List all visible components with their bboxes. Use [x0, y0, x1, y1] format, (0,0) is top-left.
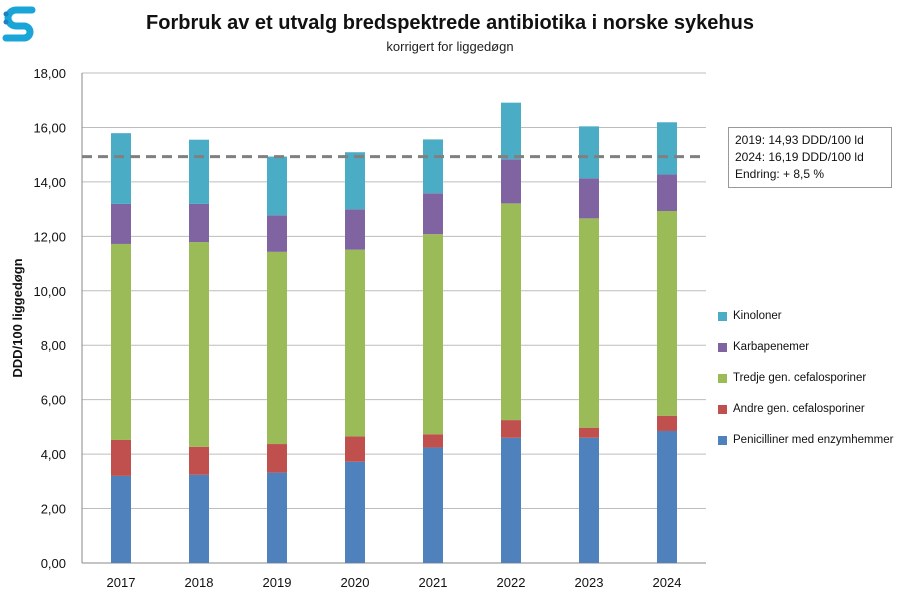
legend-label: Penicilliner med enzymhemmer: [733, 434, 894, 446]
bar-segment: [579, 218, 599, 428]
legend-swatch: [718, 404, 727, 414]
legend-swatch: [718, 373, 727, 383]
bar-segment: [423, 434, 443, 448]
legend-label: Kinoloner: [733, 310, 782, 322]
bar-segment: [501, 420, 521, 438]
legend-label: Andre gen. cefalosporiner: [733, 403, 865, 415]
bar-segment: [189, 139, 209, 204]
bar-segment: [345, 249, 365, 437]
legend-swatch: [718, 311, 727, 321]
bar-segment: [189, 203, 209, 243]
annotation-line: Endring: + 8,5 %: [735, 167, 825, 181]
bar-segment: [111, 475, 131, 563]
bar-segment: [111, 243, 131, 440]
annotation-box: 2019: 14,93 DDD/100 ld 2024: 16,19 DDD/1…: [728, 127, 892, 188]
x-tick-label: 2022: [497, 575, 526, 590]
y-tick-label: 14,00: [33, 175, 66, 190]
x-tick-label: 2021: [419, 575, 448, 590]
y-tick-label: 0,00: [41, 556, 66, 571]
legend-label: Tredje gen. cefalosporiner: [733, 372, 867, 384]
bar-segment: [423, 193, 443, 235]
bar-segment: [657, 211, 677, 416]
y-axis-label: DDD/100 liggedøgn: [10, 258, 25, 377]
legend-item: Penicilliner med enzymhemmer: [718, 434, 893, 446]
bar-segment: [189, 446, 209, 475]
bar-segment: [267, 251, 287, 445]
y-tick-label: 18,00: [33, 66, 66, 81]
bar-segment: [267, 215, 287, 252]
bar-segment: [423, 447, 443, 563]
x-tick-label: 2020: [341, 575, 370, 590]
bar-segment: [657, 415, 677, 431]
bar-segment: [267, 444, 287, 473]
legend-swatch: [718, 342, 727, 352]
bar-segment: [423, 139, 443, 194]
bar-segment: [111, 439, 131, 476]
x-tick-label: 2019: [263, 575, 292, 590]
bar-segment: [345, 436, 365, 462]
annotation-line: 2019: 14,93 DDD/100 ld: [735, 133, 864, 147]
bar-segment: [111, 203, 131, 244]
bar-segment: [657, 122, 677, 175]
bar-segment: [501, 437, 521, 563]
y-tick-label: 10,00: [33, 284, 66, 299]
logo-icon: [2, 4, 38, 49]
legend-swatch: [718, 435, 727, 445]
bar-segment: [189, 474, 209, 563]
y-tick-label: 4,00: [41, 447, 66, 462]
bar-segment: [501, 102, 521, 160]
y-tick-label: 2,00: [41, 502, 66, 517]
bar-segment: [657, 430, 677, 563]
bar-segment: [657, 174, 677, 212]
bar-segment: [501, 159, 521, 204]
x-tick-label: 2024: [653, 575, 682, 590]
bar-segment: [189, 242, 209, 447]
bar-segment: [423, 234, 443, 435]
bar-segment: [345, 152, 365, 210]
annotation-line: 2024: 16,19 DDD/100 ld: [735, 150, 864, 164]
bar-segment: [345, 209, 365, 250]
bar-segment: [579, 126, 599, 179]
chart-subtitle: korrigert for liggedøgn: [386, 39, 514, 54]
legend-item: Tredje gen. cefalosporiner: [718, 372, 866, 384]
x-tick-label: 2023: [575, 575, 604, 590]
y-tick-label: 6,00: [41, 393, 66, 408]
bar-segment: [267, 472, 287, 563]
legend-label: Karbapenemer: [733, 341, 810, 353]
legend-item: Kinoloner: [718, 310, 782, 322]
bar-segment: [111, 133, 131, 204]
bar-segment: [579, 437, 599, 563]
bar-segment: [267, 156, 287, 216]
bar-segment: [501, 203, 521, 421]
x-tick-label: 2018: [185, 575, 214, 590]
x-tick-label: 2017: [107, 575, 136, 590]
chart-title: Forbruk av et utvalg bredspektrede antib…: [146, 12, 754, 34]
bar-segment: [579, 178, 599, 219]
y-tick-label: 8,00: [41, 338, 66, 353]
y-tick-label: 12,00: [33, 229, 66, 244]
bar-segment: [579, 427, 599, 438]
y-tick-label: 16,00: [33, 120, 66, 135]
legend-item: Karbapenemer: [718, 341, 809, 353]
legend-item: Andre gen. cefalosporiner: [718, 403, 865, 415]
bar-segment: [345, 461, 365, 563]
